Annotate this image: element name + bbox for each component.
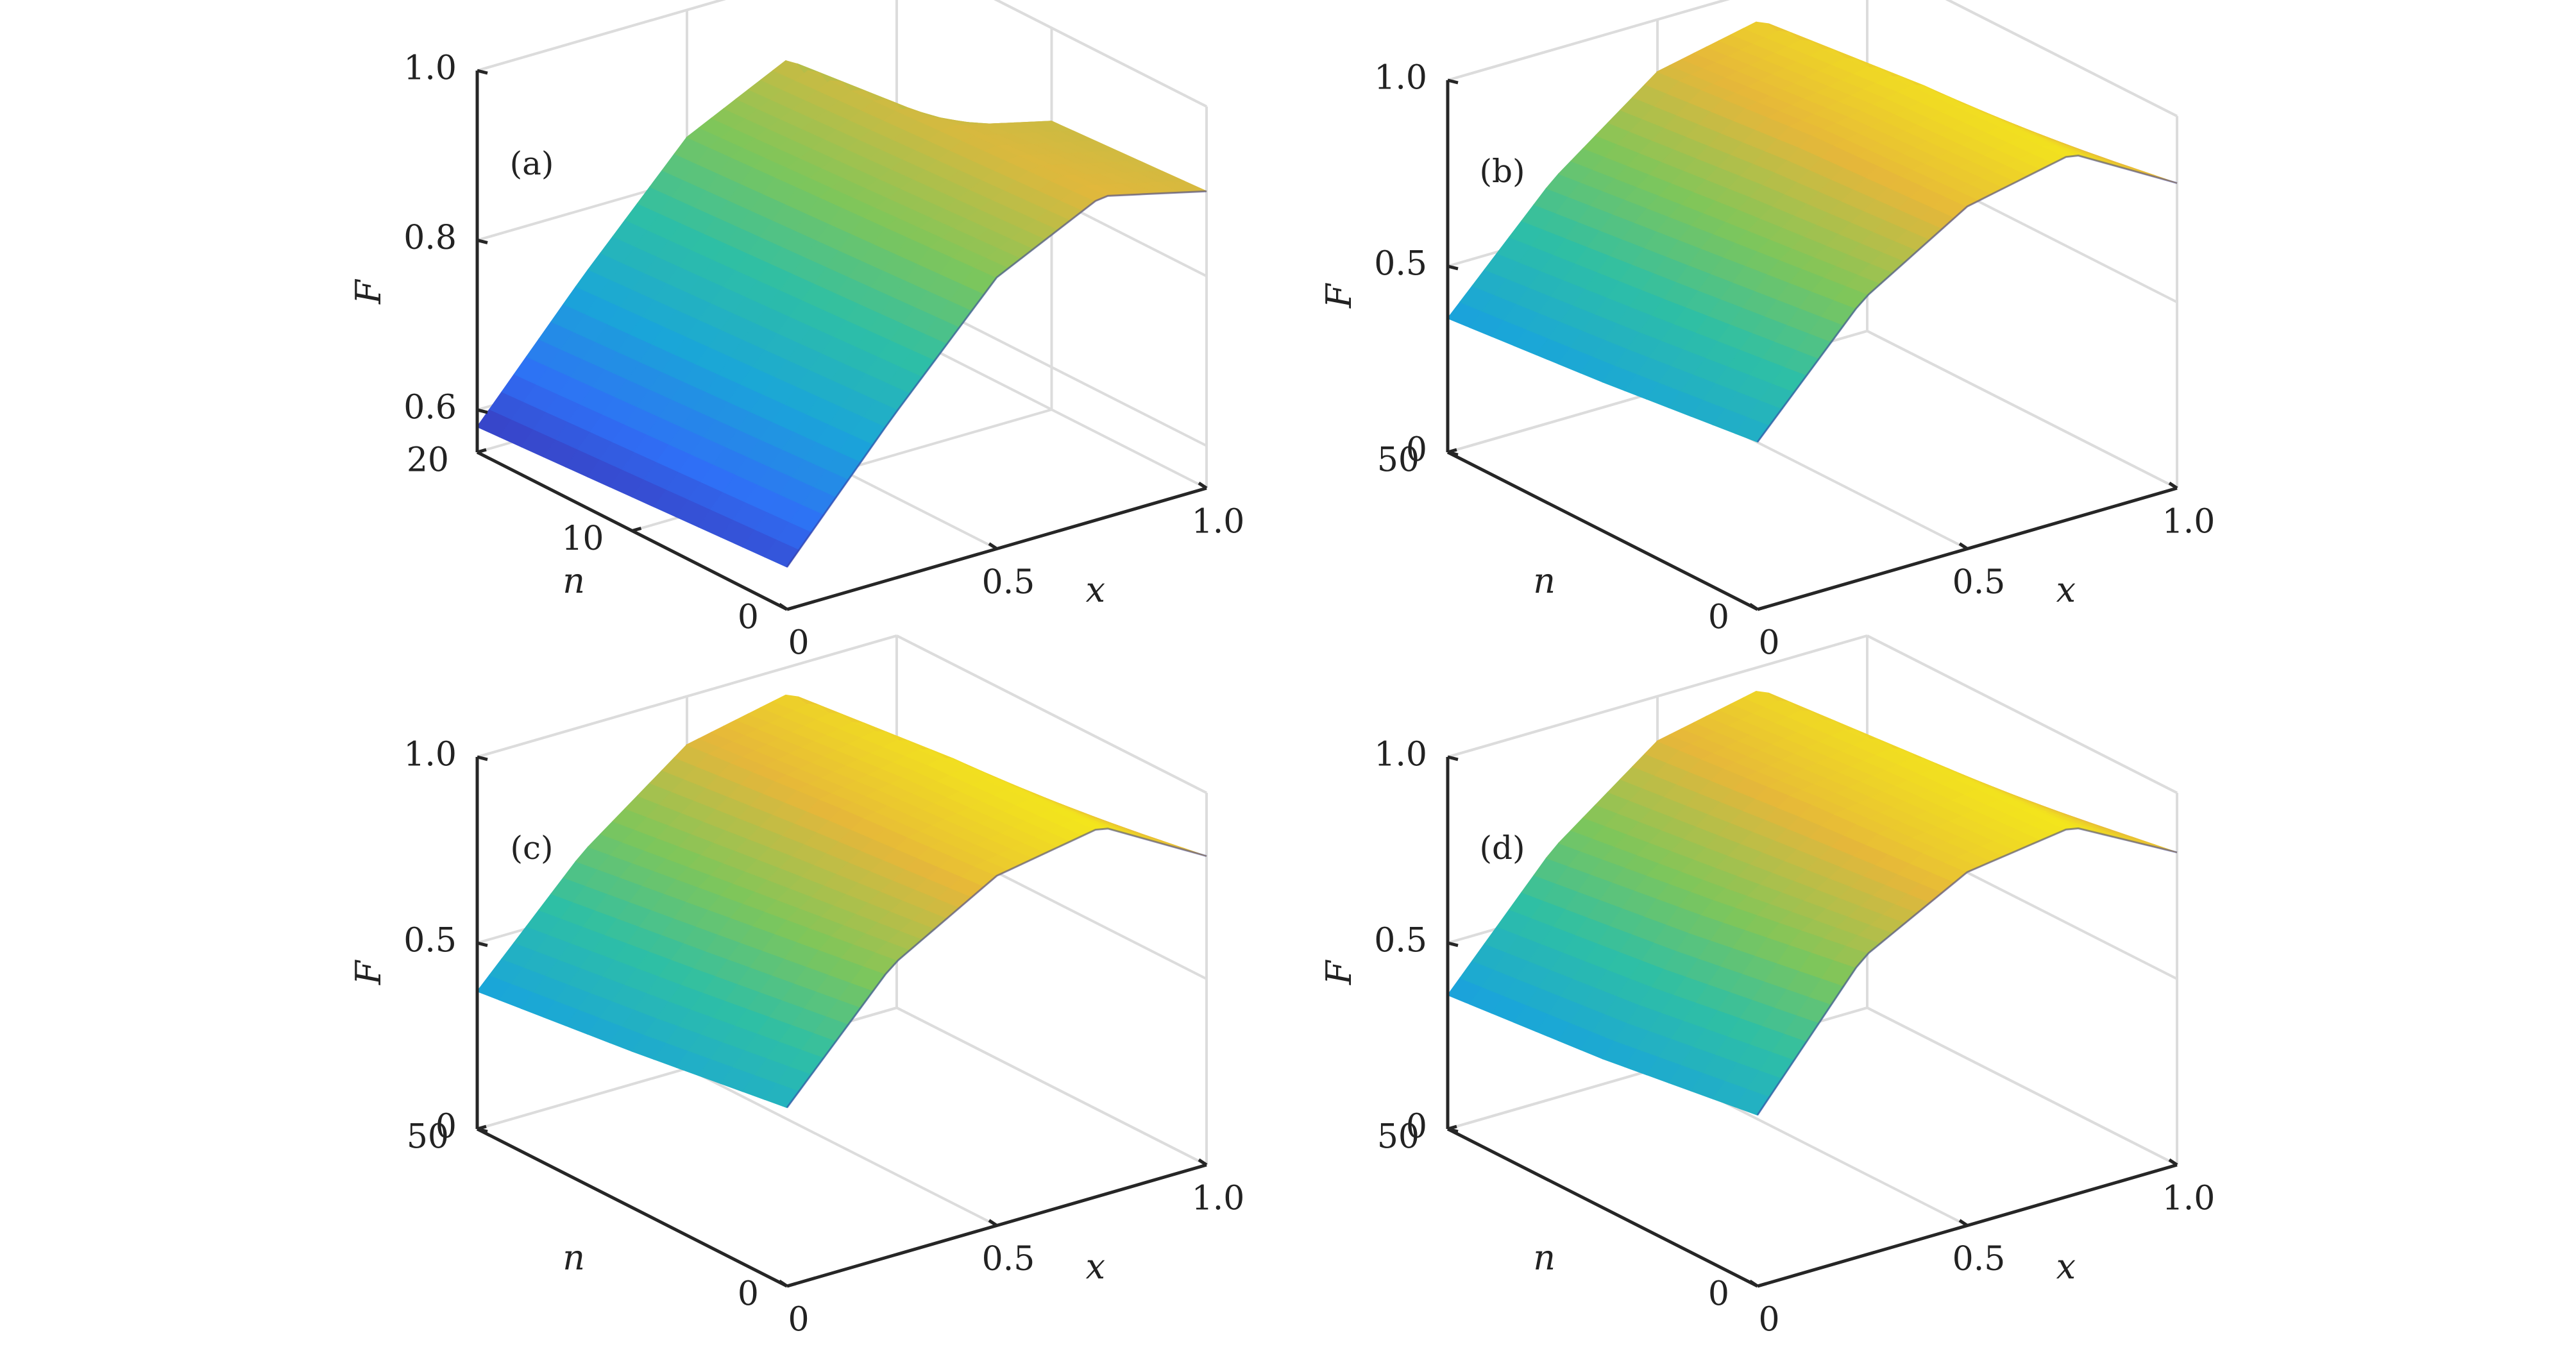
z-tick-label: 1.0 bbox=[403, 49, 457, 88]
z-axis-label: F bbox=[348, 278, 389, 305]
grid-line bbox=[686, 1067, 997, 1227]
x-tick-label: 1.0 bbox=[1192, 503, 1245, 541]
x-tick-label: 0 bbox=[1758, 1301, 1779, 1339]
surface-front-edge bbox=[1756, 827, 2178, 1116]
z-tick-label: 0 bbox=[1406, 1108, 1427, 1146]
x-tick bbox=[2168, 1158, 2178, 1167]
panel-a: 0 0.5 1.0 0 10 20 0.6 0.8 1.0 x n F (a) bbox=[348, 0, 1244, 663]
panel-label: (d) bbox=[1479, 829, 1525, 867]
n-tick-label: 50 bbox=[1377, 1118, 1419, 1157]
x-tick-label: 1.0 bbox=[1192, 1180, 1245, 1218]
panel-label: (b) bbox=[1479, 153, 1525, 190]
z-axis-label: F bbox=[348, 959, 389, 985]
z-tick-label: 0.6 bbox=[403, 388, 457, 427]
z-tick bbox=[1447, 755, 1459, 761]
x-axis-label: x bbox=[2056, 1246, 2076, 1287]
x-tick bbox=[778, 602, 788, 611]
z-tick-label: 1.0 bbox=[403, 736, 457, 774]
z-tick-label: 0 bbox=[436, 1108, 457, 1146]
n-tick-label: 50 bbox=[1377, 441, 1419, 480]
z-tick bbox=[1447, 78, 1459, 85]
z-tick bbox=[477, 941, 488, 947]
panel-label: (a) bbox=[510, 145, 554, 182]
x-tick bbox=[1749, 602, 1759, 611]
n-axis-label: n bbox=[1533, 1237, 1555, 1278]
z-tick-label: 0.5 bbox=[403, 922, 457, 960]
n-tick bbox=[631, 527, 642, 532]
x-tick-label: 0 bbox=[788, 1301, 809, 1339]
z-tick bbox=[1447, 264, 1459, 271]
x-tick bbox=[1958, 1219, 1969, 1227]
n-tick-label: 0 bbox=[1708, 1275, 1729, 1314]
x-axis-label: x bbox=[1086, 1246, 1105, 1287]
n-axis bbox=[1446, 450, 1759, 611]
x-tick bbox=[1749, 1279, 1759, 1288]
x-axis-label: x bbox=[1086, 570, 1105, 610]
z-tick bbox=[477, 69, 488, 75]
n-tick bbox=[786, 1282, 797, 1288]
z-tick bbox=[477, 1127, 488, 1133]
z-tick bbox=[477, 408, 488, 414]
surface-front-edge bbox=[1756, 155, 2178, 443]
x-tick-label: 0.5 bbox=[982, 563, 1035, 602]
n-tick-label: 0 bbox=[738, 598, 759, 637]
x-tick-label: 0.5 bbox=[982, 1240, 1035, 1278]
n-tick-label: 0 bbox=[1708, 598, 1729, 637]
x-axis-label: x bbox=[2056, 570, 2076, 610]
x-tick bbox=[1198, 1158, 1208, 1167]
n-tick-label: 0 bbox=[738, 1275, 759, 1314]
n-tick bbox=[1757, 1282, 1767, 1288]
n-tick-label: 20 bbox=[407, 441, 449, 480]
z-tick bbox=[1447, 1127, 1459, 1133]
x-tick-label: 0 bbox=[788, 624, 809, 663]
n-axis bbox=[476, 1127, 788, 1288]
z-tick-label: 1.0 bbox=[1374, 59, 1427, 98]
grid-line bbox=[1945, 0, 2178, 117]
z-tick-label: 0.5 bbox=[1374, 245, 1427, 284]
n-axis-label: n bbox=[563, 1237, 585, 1278]
z-tick-label: 0.5 bbox=[1374, 922, 1427, 960]
n-axis bbox=[1446, 1127, 1759, 1288]
x-tick-label: 1.0 bbox=[2162, 1180, 2216, 1218]
surface-front-edge bbox=[786, 190, 1207, 568]
z-tick-label: 0 bbox=[1406, 431, 1427, 470]
z-tick-label: 1.0 bbox=[1374, 736, 1427, 774]
n-tick bbox=[1757, 605, 1767, 611]
x-tick bbox=[778, 1279, 788, 1288]
x-tick bbox=[1958, 542, 1969, 550]
z-tick bbox=[1447, 941, 1459, 947]
x-tick bbox=[2168, 481, 2178, 490]
z-tick bbox=[477, 755, 488, 761]
z-axis-label: F bbox=[1319, 959, 1359, 985]
z-axis-label: F bbox=[1319, 282, 1359, 309]
z-tick bbox=[1447, 450, 1459, 457]
x-tick bbox=[988, 1219, 998, 1227]
z-tick bbox=[477, 239, 488, 244]
grid-line bbox=[1867, 634, 2178, 794]
n-axis-label: n bbox=[563, 561, 585, 601]
grid-line bbox=[1867, 1006, 2178, 1166]
panel-label: (c) bbox=[510, 829, 553, 867]
n-tick-label: 10 bbox=[561, 520, 604, 558]
n-tick-label: 50 bbox=[407, 1118, 449, 1157]
surface-front-edge bbox=[786, 827, 1207, 1108]
n-tick bbox=[786, 605, 797, 611]
x-tick-label: 1.0 bbox=[2162, 503, 2216, 541]
n-axis-label: n bbox=[1533, 561, 1555, 601]
x-tick bbox=[988, 542, 998, 550]
grid-line bbox=[1867, 330, 2178, 489]
x-tick-label: 0 bbox=[1758, 624, 1779, 663]
n-tick bbox=[477, 448, 487, 454]
z-tick-label: 0.8 bbox=[403, 219, 457, 257]
grid-line bbox=[896, 634, 1207, 794]
grid-line bbox=[896, 1006, 1207, 1166]
x-tick-label: 0.5 bbox=[1953, 563, 2006, 602]
x-tick-label: 0.5 bbox=[1953, 1240, 2006, 1278]
x-tick bbox=[1198, 481, 1208, 490]
